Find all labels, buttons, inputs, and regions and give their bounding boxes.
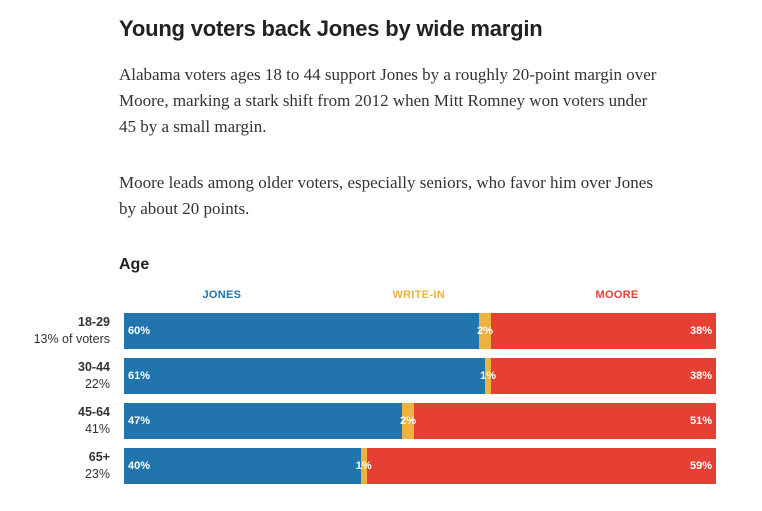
value-label-jones: 40% xyxy=(128,460,151,472)
bar-row-65: 40% 1% 59% xyxy=(124,448,716,484)
section-title: Age xyxy=(119,256,150,273)
bar-segment-moore xyxy=(414,403,716,439)
bar-row-18-29: 60% 2% 38% xyxy=(124,313,716,349)
bar-segment-jones xyxy=(124,403,403,439)
bar-segment-jones xyxy=(124,448,361,484)
age-group-label: 65+ xyxy=(88,450,110,464)
bar-segment-write-in xyxy=(360,448,367,484)
age-group-label: 45-64 xyxy=(78,405,110,419)
second-paragraph: Moore leads among older voters, especial… xyxy=(119,173,653,218)
value-label-moore: 59% xyxy=(690,460,713,472)
value-label-moore: 38% xyxy=(690,325,713,337)
value-label-write-in: 2% xyxy=(477,325,494,337)
bar-segment-moore xyxy=(491,358,716,394)
age-group-label: 18-29 xyxy=(78,315,110,329)
value-label-moore: 38% xyxy=(690,370,713,382)
voter-share-label: 22% xyxy=(84,377,110,391)
legend-write-in: WRITE-IN xyxy=(392,289,446,301)
row-label-65: 65+ 23% xyxy=(0,449,110,483)
voter-share-label: 41% xyxy=(84,422,110,436)
bar-row-30-44: 61% 1% 38% xyxy=(124,358,716,394)
value-label-write-in: 1% xyxy=(355,460,372,472)
value-label-jones: 61% xyxy=(128,370,151,382)
voter-share-label: 23% xyxy=(84,467,110,481)
intro-paragraph: Alabama voters ages 18 to 44 support Jon… xyxy=(119,65,657,136)
legend-jones: JONES xyxy=(202,289,242,301)
voter-share-label: 13% of voters xyxy=(33,332,110,346)
bar-segment-jones xyxy=(124,358,486,394)
age-group-label: 30-44 xyxy=(78,360,110,374)
bar-segment-write-in xyxy=(402,403,415,439)
bar-row-45-64: 47% 2% 51% xyxy=(124,403,716,439)
bar-segment-write-in xyxy=(479,313,492,349)
value-label-jones: 47% xyxy=(128,415,151,427)
bar-segment-moore xyxy=(491,313,716,349)
bar-segment-moore xyxy=(366,448,716,484)
headline: Young voters back Jones by wide margin xyxy=(119,16,543,41)
row-label-45-64: 45-64 41% xyxy=(0,404,110,438)
row-label-18-29: 18-29 13% of voters xyxy=(0,314,110,348)
legend-moore: MOORE xyxy=(595,289,639,301)
value-label-moore: 51% xyxy=(690,415,713,427)
value-label-write-in: 2% xyxy=(400,415,417,427)
value-label-write-in: 1% xyxy=(480,370,496,382)
bar-segment-jones xyxy=(124,313,480,349)
row-label-30-44: 30-44 22% xyxy=(0,359,110,393)
bar-segment-write-in xyxy=(485,358,492,394)
value-label-jones: 60% xyxy=(128,325,151,337)
